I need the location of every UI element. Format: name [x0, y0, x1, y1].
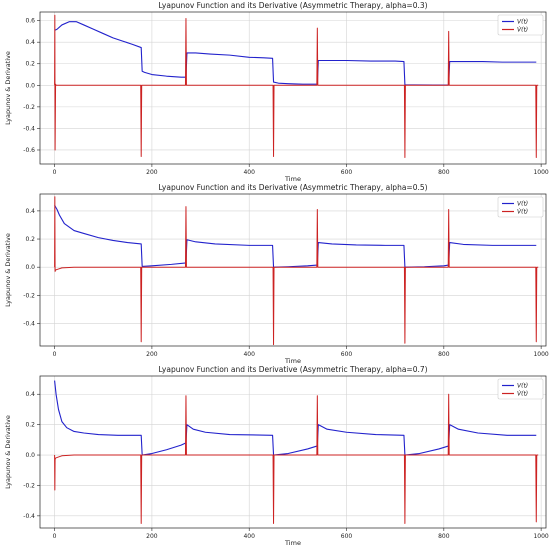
x-tick-label: 1000: [533, 533, 548, 540]
x-tick-label: 0: [53, 169, 57, 176]
chart-panel-alpha-0.7: Lyapunov Function and its Derivative (As…: [0, 364, 550, 546]
y-tick-label: -0.6: [23, 147, 35, 154]
y-axis-label: Lyapunov & Derivative: [4, 415, 12, 489]
x-tick-label: 200: [146, 169, 158, 176]
chart-title: Lyapunov Function and its Derivative (As…: [158, 1, 427, 10]
plot-frame: [39, 11, 547, 165]
x-tick-label: 200: [146, 351, 158, 358]
chart-panel-alpha-0.3: Lyapunov Function and its Derivative (As…: [0, 0, 550, 182]
legend-label: V(t): [517, 201, 528, 208]
x-tick-label: 600: [341, 169, 353, 176]
y-tick-label: -0.2: [23, 292, 35, 299]
legend-label: V̇(t): [517, 390, 528, 397]
series-line-v-dot: [54, 14, 539, 159]
plot-area: [40, 12, 546, 164]
x-tick-label: 800: [438, 351, 450, 358]
x-tick-label: 800: [438, 533, 450, 540]
y-tick-label: 0.0: [25, 452, 35, 459]
y-axis-label: Lyapunov & Derivative: [4, 233, 12, 307]
y-tick-label: -0.4: [23, 513, 35, 520]
x-tick-label: 1000: [533, 169, 548, 176]
legend-label: V̇(t): [517, 208, 528, 215]
y-tick-label: 0.0: [25, 82, 35, 89]
x-axis-label: Time: [284, 539, 301, 546]
y-tick-label: -0.4: [23, 125, 35, 132]
x-tick-label: 800: [438, 169, 450, 176]
y-tick-label: 0.2: [25, 61, 35, 68]
series-line-v: [54, 204, 537, 268]
y-tick-label: 0.4: [25, 391, 35, 398]
y-tick-label: -0.2: [23, 482, 35, 489]
legend-label: V(t): [517, 383, 528, 390]
x-tick-label: 600: [341, 533, 353, 540]
x-tick-label: 600: [341, 351, 353, 358]
plot-area: [40, 194, 546, 346]
x-axis-label: Time: [284, 357, 301, 364]
x-tick-label: 400: [243, 533, 255, 540]
chart-panel-alpha-0.5: Lyapunov Function and its Derivative (As…: [0, 182, 550, 364]
x-tick-label: 200: [146, 533, 158, 540]
chart-alpha-0.5: Lyapunov Function and its Derivative (As…: [4, 183, 549, 364]
plot-frame: [39, 193, 547, 347]
chart-alpha-0.3: Lyapunov Function and its Derivative (As…: [4, 1, 549, 182]
y-tick-label: -0.2: [23, 104, 35, 111]
chart-title: Lyapunov Function and its Derivative (As…: [158, 183, 427, 192]
x-tick-label: 400: [243, 169, 255, 176]
x-tick-label: 0: [53, 351, 57, 358]
y-tick-label: 0.6: [25, 18, 35, 25]
series-line-v-dot: [54, 393, 539, 524]
chart-title: Lyapunov Function and its Derivative (As…: [158, 365, 427, 374]
x-tick-label: 1000: [533, 351, 548, 358]
y-tick-label: 0.4: [25, 39, 35, 46]
legend-label: V̇(t): [517, 26, 528, 33]
y-tick-label: 0.4: [25, 208, 35, 215]
x-tick-label: 400: [243, 351, 255, 358]
y-tick-label: 0.0: [25, 264, 35, 271]
x-tick-label: 0: [53, 533, 57, 540]
chart-alpha-0.7: Lyapunov Function and its Derivative (As…: [4, 365, 549, 546]
y-axis-label: Lyapunov & Derivative: [4, 51, 12, 125]
series-line-v: [54, 380, 537, 456]
plot-frame: [39, 375, 547, 529]
series-line-v-dot: [54, 196, 539, 346]
x-axis-label: Time: [284, 175, 301, 182]
y-tick-label: 0.2: [25, 422, 35, 429]
y-tick-label: -0.4: [23, 320, 35, 327]
y-tick-label: 0.2: [25, 236, 35, 243]
legend-label: V(t): [517, 19, 528, 26]
